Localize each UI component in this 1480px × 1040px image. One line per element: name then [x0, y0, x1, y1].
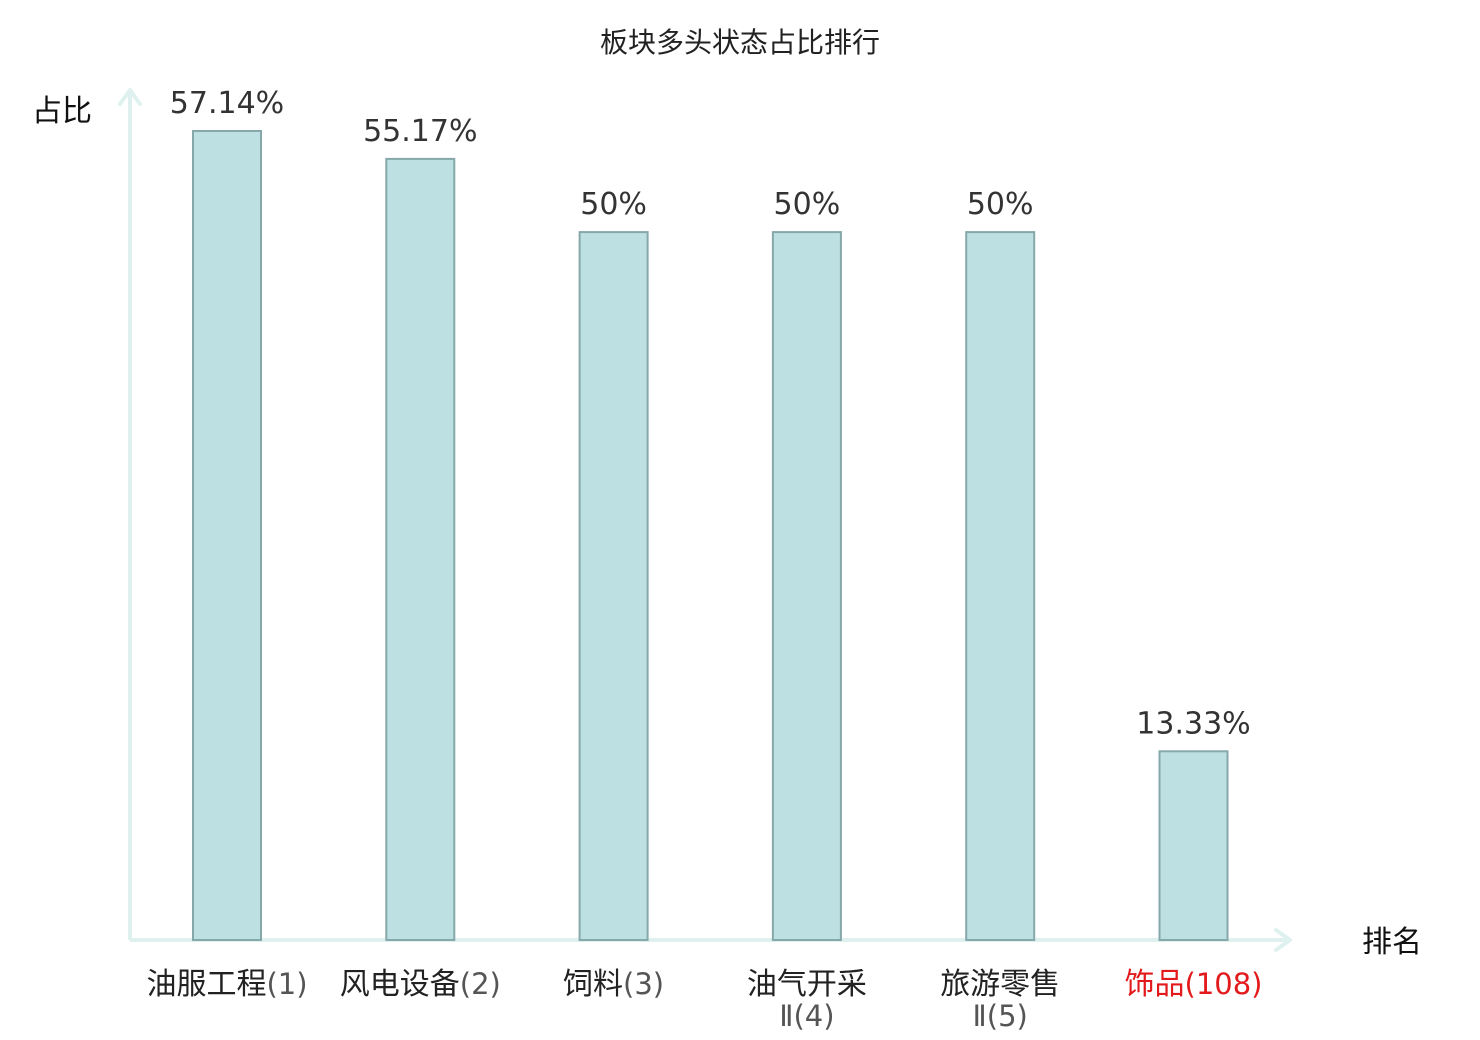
value-labels-group: 57.14% 55.17% 50% 50% 50% 13.33% [170, 86, 1251, 741]
value-label-1: 57.14% [170, 86, 284, 121]
category-label-5: 旅游零售 Ⅱ(5) [940, 967, 1060, 1033]
value-label-5: 50% [967, 187, 1034, 222]
bar-4 [771, 231, 842, 942]
bars-group [192, 130, 1229, 942]
value-label-2: 55.17% [363, 114, 477, 149]
category-name-suffix: Ⅱ [973, 999, 987, 1033]
category-rank: (4) [793, 999, 834, 1033]
category-rank: (108) [1185, 967, 1263, 1001]
x-axis-arrow [1274, 928, 1292, 952]
category-labels-group: 油服工程(1) 风电设备(2) 饲料(3) 油气开采 Ⅱ(4)旅游零售 Ⅱ(5)饰品(10… [146, 967, 1262, 1033]
value-label-4: 50% [774, 187, 841, 222]
category-label-1: 油服工程(1) [146, 967, 307, 1002]
bar-6 [1158, 750, 1229, 941]
category-label-3: 饲料(3) [563, 967, 664, 1002]
category-label-2: 风电设备(2) [340, 967, 501, 1002]
chart-title: 板块多头状态占比排行 [600, 26, 880, 59]
category-name: 饰品 [1125, 967, 1185, 1002]
value-label-6: 13.33% [1136, 706, 1250, 741]
y-axis-label: 占比 [32, 94, 92, 129]
category-rank: (3) [623, 967, 664, 1001]
category-name: 饲料 [563, 967, 623, 1002]
category-rank: (1) [266, 967, 307, 1001]
bar-1 [192, 130, 262, 941]
axes [118, 88, 1292, 952]
category-name-suffix: Ⅱ [779, 999, 793, 1033]
category-rank: (5) [987, 999, 1028, 1033]
bar-5 [965, 231, 1036, 942]
bar-3 [578, 231, 649, 942]
bar-2 [385, 157, 456, 941]
category-label-4: 油气开采 Ⅱ(4) [747, 967, 867, 1033]
category-name: 旅游零售 [940, 967, 1060, 1002]
x-axis-label: 排名 [1362, 925, 1422, 960]
category-name: 油气开采 [747, 967, 867, 1002]
category-rank: (2) [460, 967, 501, 1001]
value-label-3: 50% [580, 187, 647, 222]
category-name: 风电设备 [340, 967, 460, 1002]
category-name: 油服工程 [146, 967, 266, 1002]
y-axis-arrow [118, 88, 142, 106]
category-label-6: 饰品(108) [1125, 967, 1263, 1002]
